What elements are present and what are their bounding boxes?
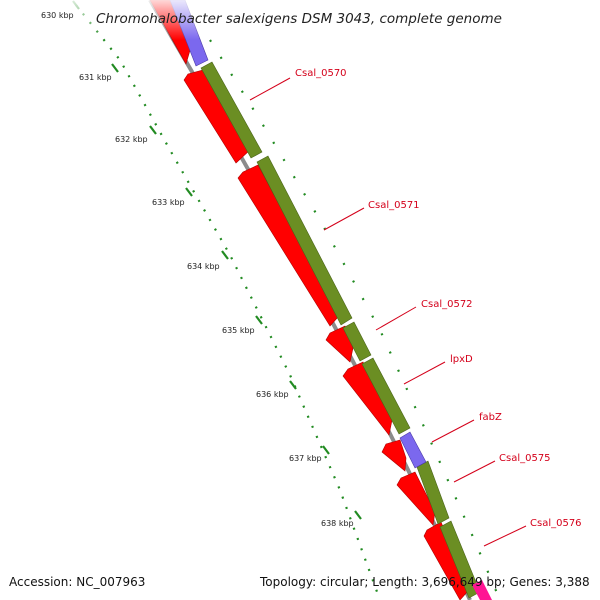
leader-csal-0571 — [323, 207, 365, 231]
gene-feature-2 — [256, 155, 353, 326]
tick-label-632: 632 kbp — [115, 135, 148, 144]
tick-mark-633 — [185, 187, 193, 197]
genome-summary-text: Topology: circular; Length: 3,696,649 bp… — [259, 575, 590, 589]
leader-csal-0575 — [453, 460, 496, 483]
accession-text: Accession: NC_007963 — [9, 575, 145, 589]
outer-tick-track — [209, 39, 502, 600]
cds-feature-3 — [237, 164, 340, 327]
tick-mark-637 — [322, 445, 330, 455]
gene-label-csal-0572[interactable]: Csal_0572 — [421, 299, 473, 310]
gene-label-csal-0575[interactable]: Csal_0575 — [499, 453, 551, 464]
rna-feature-2 — [399, 431, 427, 469]
gene-label-csal-0570[interactable]: Csal_0570 — [295, 68, 347, 79]
gene-feature-4 — [361, 357, 411, 435]
tick-label-630: 630 kbp — [41, 11, 74, 20]
tick-mark-634 — [221, 250, 229, 260]
tick-mark-638 — [354, 510, 362, 520]
leader-csal-0576 — [483, 525, 527, 547]
tick-mark-632 — [149, 125, 157, 135]
tick-label-633: 633 kbp — [152, 198, 185, 207]
top-fade — [0, 0, 600, 40]
leader-csal-0572 — [375, 306, 417, 331]
cds-feature-5 — [342, 361, 393, 436]
tick-label-634: 634 kbp — [187, 262, 220, 271]
cds-feature-7 — [396, 471, 436, 526]
cds-feature-6 — [381, 439, 407, 472]
tick-label-637: 637 kbp — [289, 454, 322, 463]
tick-label-636: 636 kbp — [256, 390, 289, 399]
cds-feature-2 — [183, 69, 251, 164]
leader-fabz — [431, 419, 475, 443]
gene-labels: Csal_0570 Csal_0571 Csal_0572 lpxD fabZ … — [295, 68, 582, 529]
tick-label-638: 638 kbp — [321, 519, 354, 528]
gene-label-fabz[interactable]: fabZ — [479, 412, 502, 423]
gene-label-csal-0571[interactable]: Csal_0571 — [368, 200, 420, 211]
gene-feature-3 — [342, 321, 372, 362]
cds-feature-4 — [325, 325, 354, 363]
tick-labels: 630 kbp 631 kbp 632 kbp 633 kbp 634 kbp … — [41, 11, 354, 528]
leader-lpxd — [403, 361, 446, 385]
gene-label-lpxd[interactable]: lpxD — [450, 354, 473, 365]
accent-feature — [472, 580, 492, 600]
genome-title: Chromohalobacter salexigens DSM 3043, co… — [96, 11, 502, 27]
gene-features — [200, 61, 481, 599]
tick-label-635: 635 kbp — [222, 326, 255, 335]
gene-feature-1 — [200, 61, 263, 159]
leader-csal-0570 — [249, 77, 291, 101]
gene-leader-lines — [249, 77, 527, 547]
gene-label-csal-0576[interactable]: Csal_0576 — [530, 518, 582, 529]
tick-mark-635 — [255, 315, 263, 325]
tick-label-631: 631 kbp — [79, 73, 112, 82]
tick-mark-631 — [111, 63, 119, 73]
tick-mark-636 — [289, 380, 297, 390]
major-tick-marks — [72, 0, 362, 520]
